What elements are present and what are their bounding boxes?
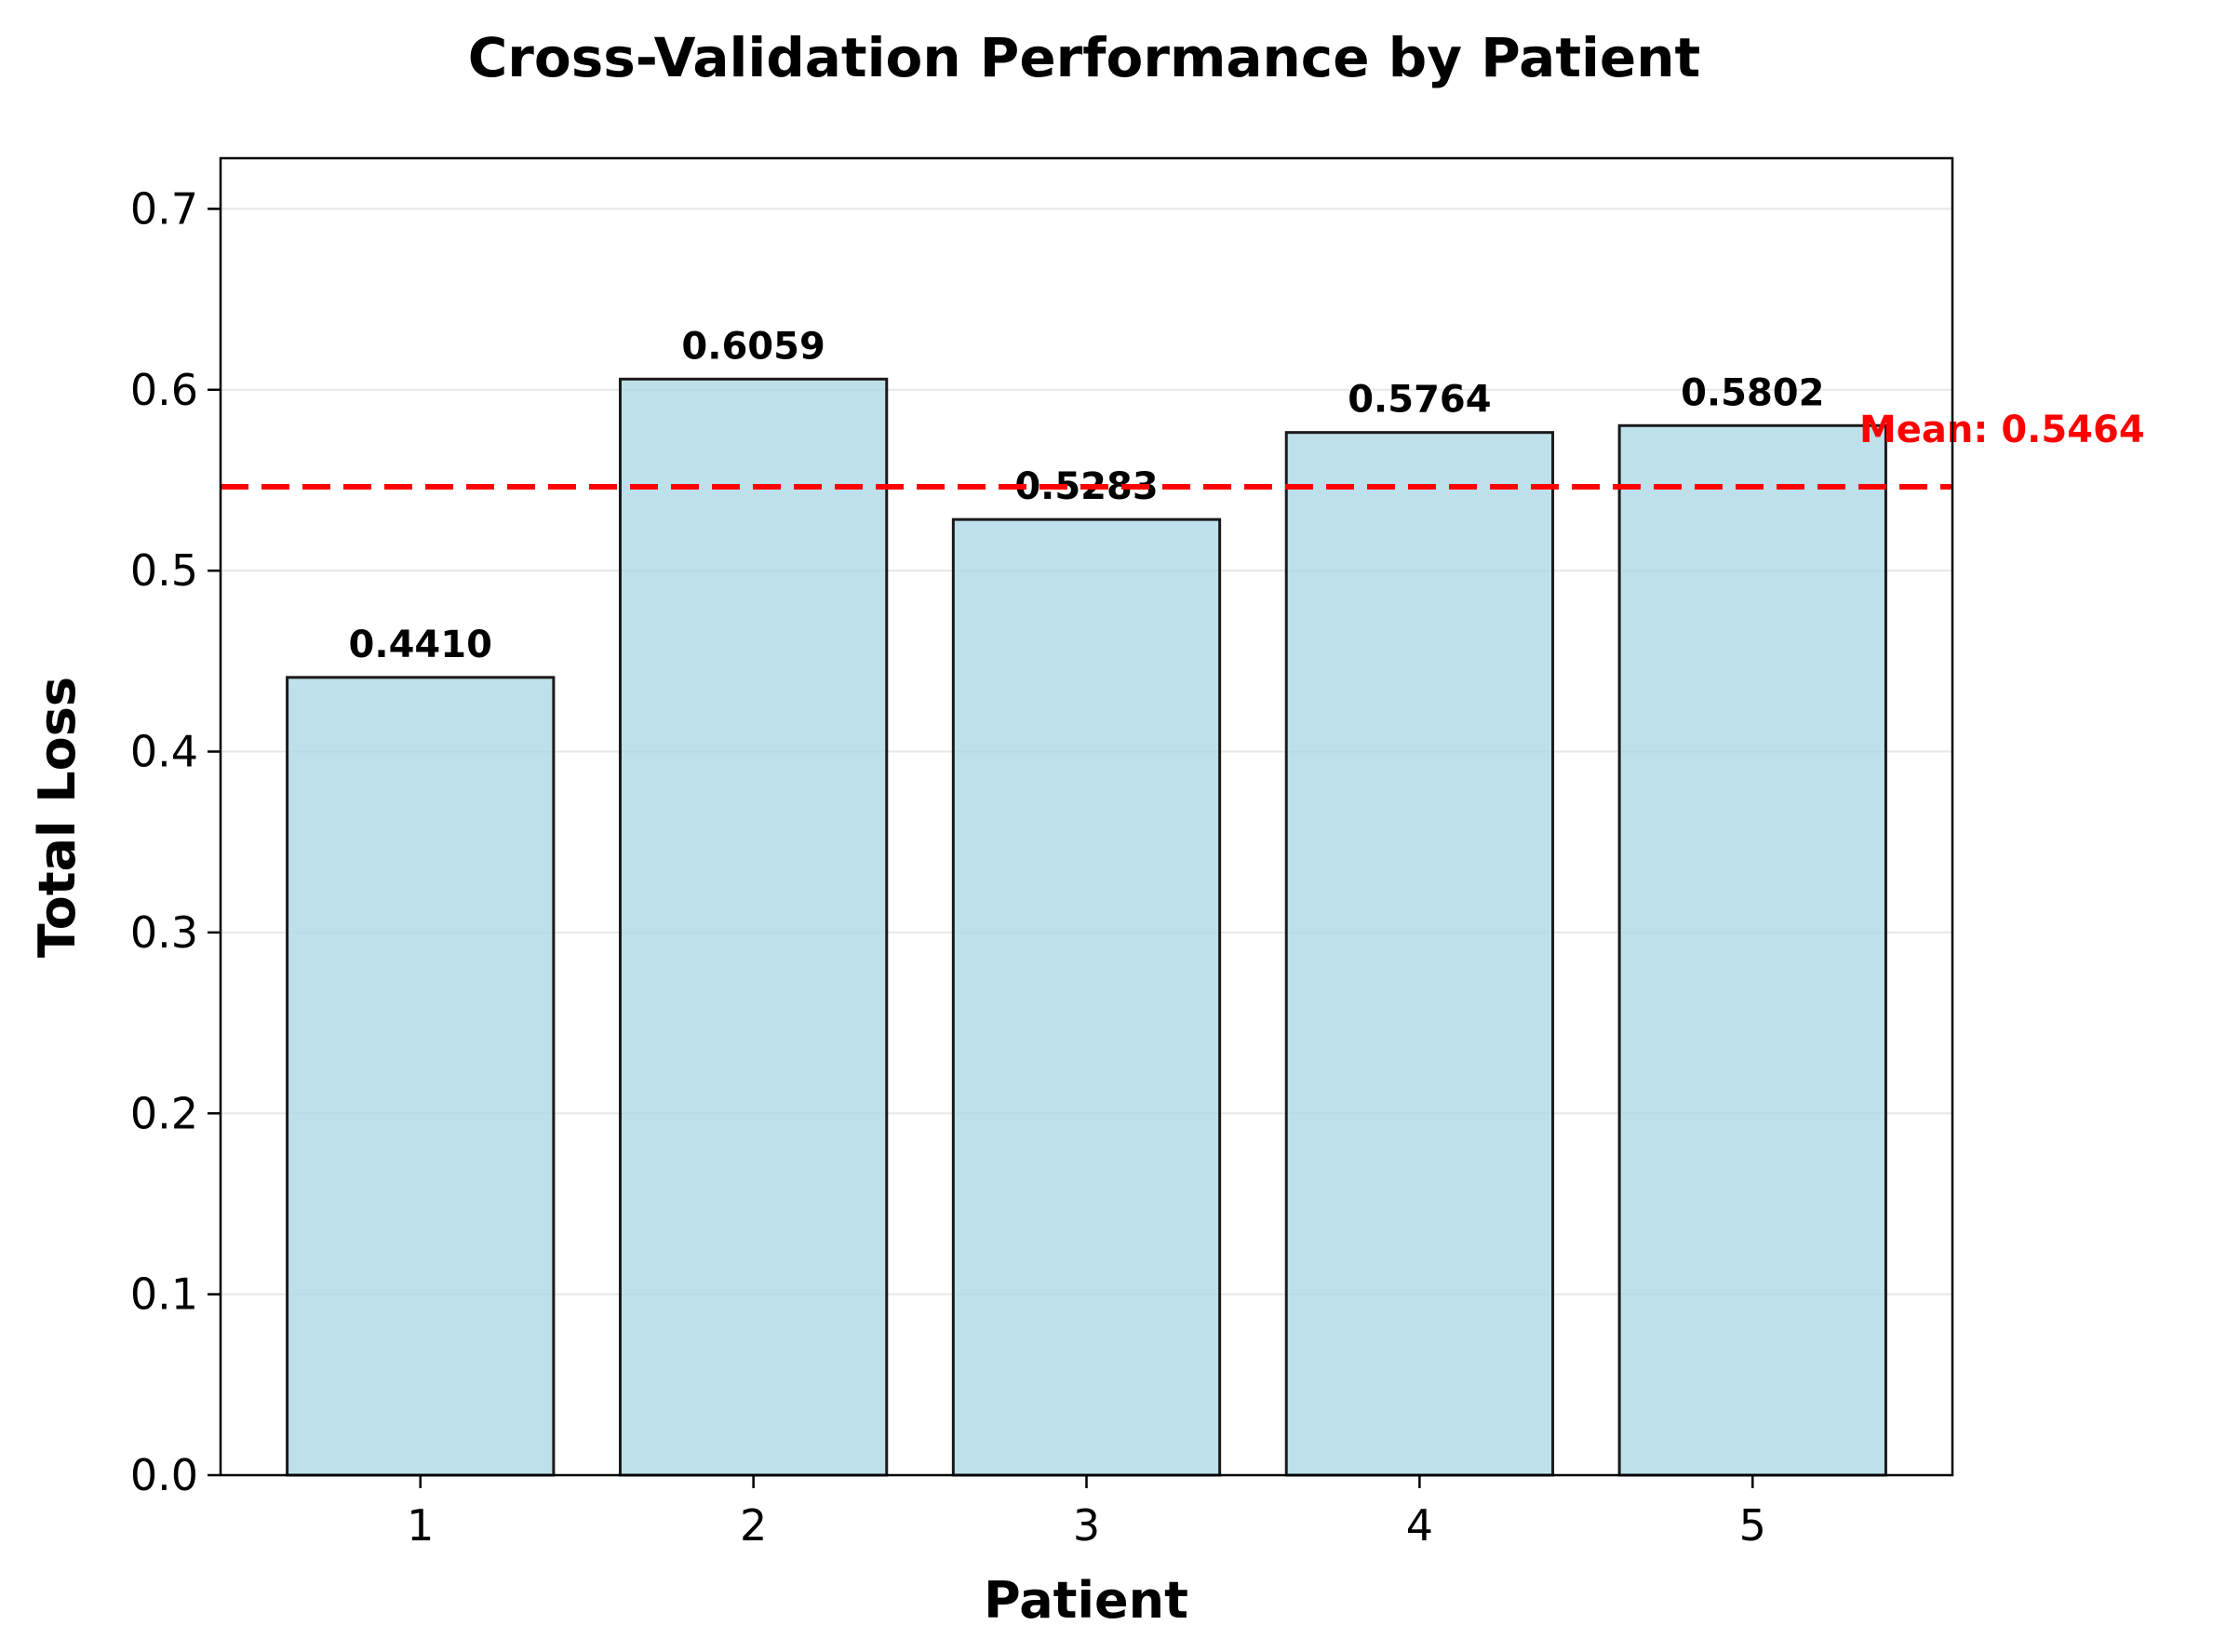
bar-value-label: 0.5764 <box>1348 379 1491 422</box>
bar-patient-1 <box>286 676 556 1477</box>
mean-label: Mean: 0.5464 <box>1859 409 2145 451</box>
bar-patient-2 <box>618 377 889 1477</box>
bar-value-label: 0.6059 <box>681 325 825 368</box>
x-tick-label: 5 <box>1739 1500 1766 1551</box>
y-axis-ticks: 0.0 0.1 0.2 0.3 0.4 0.5 0.6 0.7 <box>130 183 221 1500</box>
x-tick-label: 4 <box>1406 1500 1433 1551</box>
bars <box>286 377 1887 1477</box>
y-tick-label: 0.4 <box>130 727 198 777</box>
chart-title: Cross-Validation Performance by Patient <box>468 26 1701 89</box>
x-tick-label: 2 <box>740 1500 767 1551</box>
bar-patient-3 <box>951 517 1222 1477</box>
x-axis-ticks: 1 2 3 4 5 <box>407 1475 1766 1551</box>
x-tick-label: 3 <box>1073 1500 1100 1551</box>
y-axis-label: Total Loss <box>28 677 87 958</box>
y-tick-label: 0.5 <box>130 545 198 596</box>
x-axis-label: Patient <box>984 1571 1188 1630</box>
x-tick-label: 1 <box>407 1500 434 1551</box>
y-tick-label: 0.1 <box>130 1269 198 1320</box>
bar-patient-5 <box>1617 423 1887 1477</box>
y-tick-label: 0.2 <box>130 1088 198 1138</box>
bar-value-label: 0.5802 <box>1681 371 1824 414</box>
mean-line-group: Mean: 0.5464 <box>221 409 2145 490</box>
y-tick-label: 0.6 <box>130 365 198 415</box>
y-tick-label: 0.7 <box>130 183 198 234</box>
bar-patient-4 <box>1284 431 1555 1477</box>
y-tick-label: 0.3 <box>130 907 198 958</box>
y-tick-label: 0.0 <box>130 1450 198 1500</box>
bar-value-label: 0.4410 <box>349 624 492 666</box>
